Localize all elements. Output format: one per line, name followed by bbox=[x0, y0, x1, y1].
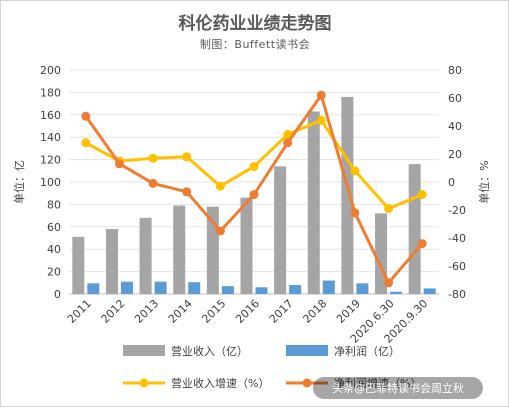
line-point bbox=[316, 90, 326, 100]
line-point bbox=[114, 159, 124, 169]
right-tick-label: 40 bbox=[448, 120, 462, 133]
x-tick-label: 2016 bbox=[233, 297, 262, 326]
left-axis-ticks: 0 20 40 60 80 100 120 140 160 180 200 bbox=[40, 64, 61, 301]
x-tick-label: 2019 bbox=[334, 297, 363, 326]
x-tick-label: 2015 bbox=[199, 297, 228, 326]
legend-swatch bbox=[123, 345, 165, 356]
left-tick-label: 100 bbox=[40, 176, 61, 189]
left-axis-label: 单位：亿 bbox=[12, 160, 26, 204]
right-tick-label: -80 bbox=[448, 288, 466, 301]
right-tick-label: -60 bbox=[448, 260, 466, 273]
legend-swatch bbox=[302, 378, 312, 388]
line-point bbox=[384, 204, 394, 214]
legend-swatch bbox=[139, 378, 149, 388]
legend-label: 营业收入增速（%） bbox=[171, 376, 269, 390]
chart-subtitle: 制图：Buffett读书会 bbox=[200, 37, 310, 51]
legend-label: 净利润增速（%） bbox=[334, 376, 421, 390]
bar bbox=[408, 164, 421, 294]
line-point bbox=[182, 152, 192, 162]
legend: 营业收入（亿） 净利润（亿） 营业收入增速（%） 净利润增速（%） bbox=[123, 344, 421, 390]
line-point bbox=[215, 226, 225, 236]
bar bbox=[322, 280, 335, 294]
line-point bbox=[249, 190, 259, 200]
line-point bbox=[148, 178, 158, 188]
line-point bbox=[81, 111, 91, 121]
legend-swatch bbox=[286, 345, 328, 356]
legend-label: 净利润（亿） bbox=[334, 344, 400, 358]
x-tick-label: 2014 bbox=[166, 297, 195, 326]
x-tick-label: 2013 bbox=[132, 297, 161, 326]
left-tick-label: 180 bbox=[40, 86, 61, 99]
watermark: 头条@巴菲特读书会周立秋 bbox=[313, 377, 483, 399]
left-tick-label: 200 bbox=[40, 64, 61, 77]
bar bbox=[188, 282, 201, 294]
line-point bbox=[81, 138, 91, 148]
bar bbox=[289, 285, 302, 294]
bar bbox=[120, 281, 133, 294]
bar bbox=[390, 291, 403, 294]
left-tick-label: 160 bbox=[40, 109, 61, 122]
bar bbox=[72, 236, 85, 294]
line-point bbox=[384, 278, 394, 288]
left-tick-label: 0 bbox=[54, 288, 61, 301]
line-point bbox=[283, 138, 293, 148]
right-axis-ticks: -80 -60 -40 -20 0 20 40 60 80 bbox=[448, 64, 466, 301]
bar bbox=[255, 287, 268, 294]
x-axis-ticks: 2011 2012 2013 2014 2015 2016 2017 2018 20192020… bbox=[65, 297, 430, 346]
bar-series bbox=[72, 96, 436, 294]
watermark-text: 头条@巴菲特读书会周立秋 bbox=[332, 381, 464, 395]
left-tick-label: 80 bbox=[47, 198, 61, 211]
left-tick-label: 60 bbox=[47, 221, 61, 234]
x-tick-label: 2011 bbox=[65, 297, 94, 326]
bar bbox=[87, 283, 100, 294]
bar bbox=[274, 166, 287, 294]
right-tick-label: -40 bbox=[448, 232, 466, 245]
line-point bbox=[417, 190, 427, 200]
line-point bbox=[350, 208, 360, 218]
bar bbox=[154, 281, 167, 294]
right-tick-label: 60 bbox=[448, 92, 462, 105]
line-point bbox=[316, 115, 326, 125]
watermark-backdrop bbox=[313, 377, 483, 399]
left-tick-label: 40 bbox=[47, 243, 61, 256]
bar bbox=[356, 283, 369, 294]
line-series bbox=[81, 90, 427, 288]
bar bbox=[173, 205, 186, 294]
bar bbox=[423, 288, 436, 294]
x-tick-label: 2018 bbox=[300, 297, 329, 326]
right-tick-label: -20 bbox=[448, 204, 466, 217]
bar bbox=[105, 229, 118, 294]
chart-title: 科伦药业业绩走势图 bbox=[179, 13, 332, 34]
right-tick-label: 20 bbox=[448, 148, 462, 161]
x-tick-label: 2017 bbox=[267, 297, 296, 326]
legend-label: 营业收入（亿） bbox=[171, 344, 248, 358]
x-tick-label: 2012 bbox=[99, 297, 128, 326]
line-point bbox=[215, 181, 225, 191]
left-tick-label: 20 bbox=[47, 266, 61, 279]
left-tick-label: 120 bbox=[40, 154, 61, 167]
line-point bbox=[283, 129, 293, 139]
bar bbox=[206, 206, 219, 294]
left-tick-label: 140 bbox=[40, 131, 61, 144]
line-point bbox=[249, 162, 259, 172]
bar bbox=[221, 286, 234, 294]
line-point bbox=[417, 239, 427, 249]
bar bbox=[307, 111, 320, 294]
bar bbox=[139, 217, 152, 294]
right-tick-label: 0 bbox=[448, 176, 455, 189]
right-tick-label: 80 bbox=[448, 64, 462, 77]
line-point bbox=[182, 187, 192, 197]
line-point bbox=[350, 166, 360, 176]
line-point bbox=[148, 153, 158, 163]
bar bbox=[341, 96, 354, 294]
right-axis-label: 单位：% bbox=[477, 160, 491, 203]
bar bbox=[240, 197, 253, 294]
